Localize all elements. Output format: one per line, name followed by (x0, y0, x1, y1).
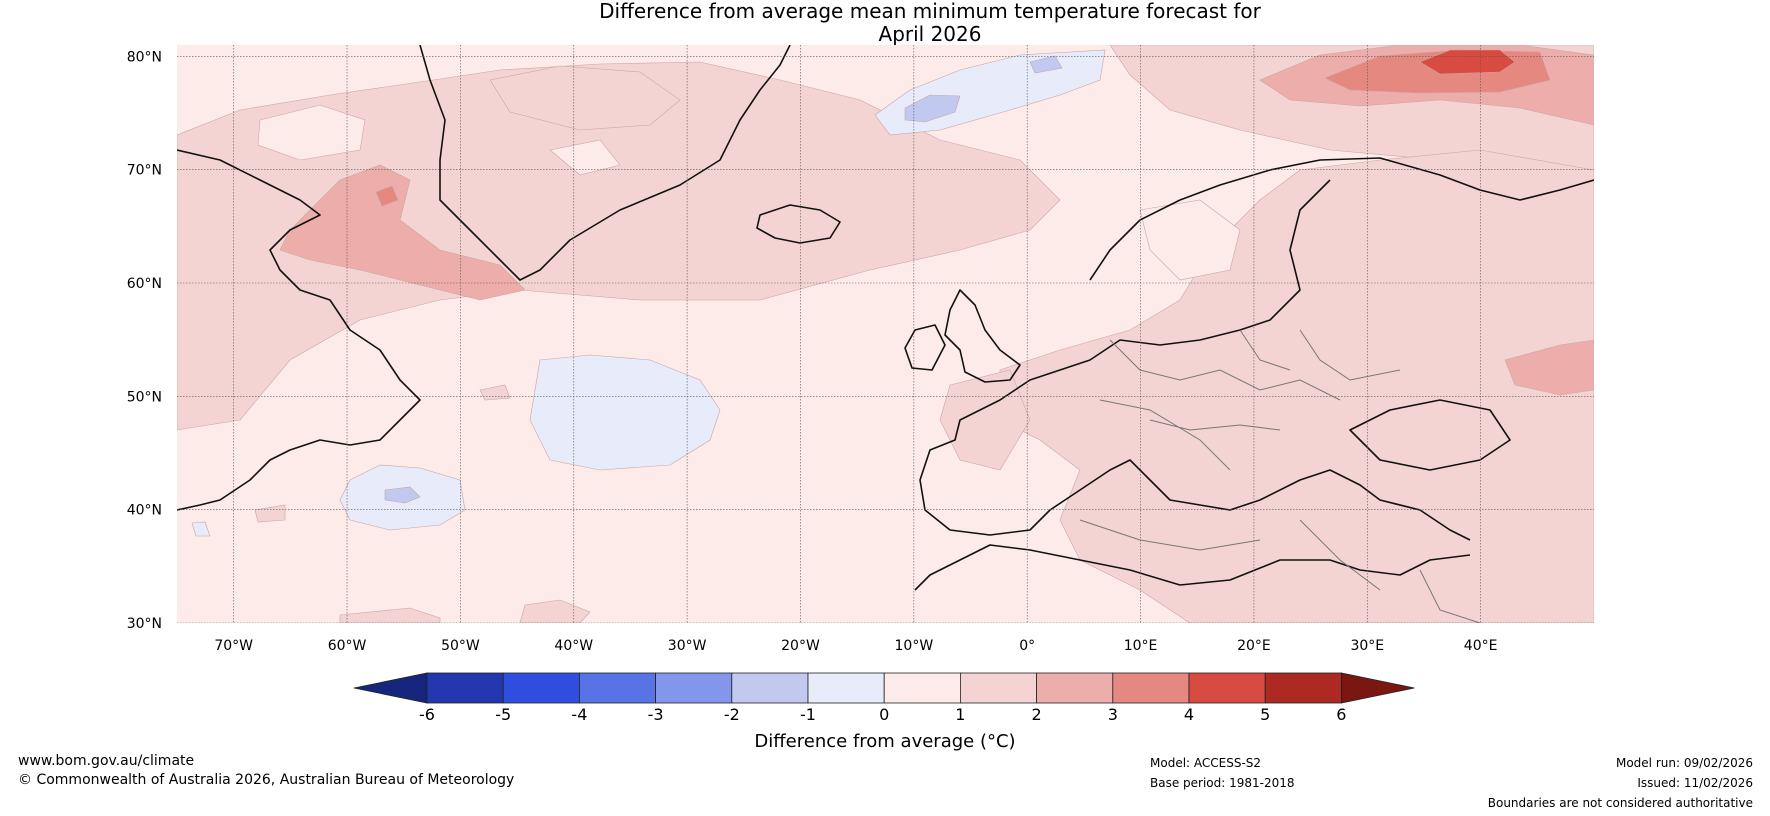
lat-tick-label: 80°N (127, 49, 162, 65)
coast-ireland (904, 324, 946, 371)
colorbar-box (1112, 672, 1190, 704)
lat-tick-label: 70°N (127, 163, 162, 179)
colorbar-tick-label: 1 (955, 705, 965, 724)
colorbar-box (579, 672, 657, 704)
country-borders (1079, 329, 1481, 623)
colorbar-label: Difference from average (°C) (754, 731, 1015, 752)
title-line-1: Difference from average mean minimum tem… (599, 0, 1261, 23)
colorbar-box (731, 672, 809, 704)
colorbar-box (1188, 672, 1266, 704)
map-title: Difference from average mean minimum tem… (0, 0, 1770, 46)
lon-tick-label: 0° (1019, 638, 1035, 654)
lon-tick-label: 20°W (781, 638, 820, 654)
colorbar-tick-label: 5 (1260, 705, 1270, 724)
colorbar-tick-label: -5 (495, 705, 511, 724)
colorbar-tick-label: -3 (648, 705, 664, 724)
coastlines (177, 45, 1594, 591)
colorbar-tick-label: -2 (724, 705, 740, 724)
latitude-labels: 80°N 70°N 60°N 50°N 40°N 30°N (127, 49, 162, 632)
anomaly-region-labrador (279, 164, 526, 301)
colorbar-extend-low (353, 672, 428, 704)
lat-tick-label: 60°N (127, 276, 162, 292)
colorbar-box (807, 672, 885, 704)
colorbar-box (960, 672, 1038, 704)
colorbar: -6 -5 -4 -3 -2 -1 0 1 2 3 4 5 6 Difference from aver… (353, 672, 1415, 752)
anomaly-region-mid-atlantic-cool (529, 354, 721, 471)
colorbar-box (1264, 672, 1342, 704)
anomaly-region-cold-spot-2 (1029, 55, 1063, 74)
coast-canada (177, 149, 421, 511)
issued-date: Issued: 11/02/2026 (1637, 776, 1753, 790)
colorbar-ticks: -6 -5 -4 -3 -2 -1 0 1 2 3 4 5 6 (419, 705, 1346, 724)
lon-tick-label: 10°W (895, 638, 934, 654)
lat-tick-label: 40°N (127, 503, 162, 519)
colorbar-tick-label: -6 (419, 705, 435, 724)
colorbar-tick-label: 4 (1184, 705, 1194, 724)
coast-black-sea (1349, 399, 1511, 471)
lon-tick-label: 20°E (1237, 638, 1271, 654)
coast-britain (944, 289, 1021, 383)
colorbar-box (426, 672, 504, 704)
lat-tick-label: 30°N (127, 616, 162, 632)
anomaly-region-atlantic-light (549, 139, 621, 176)
graticule (177, 45, 1594, 623)
lon-tick-label: 50°W (441, 638, 480, 654)
longitude-labels: 70°W 60°W 50°W 40°W 30°W 20°W 10°W 0° 10°E 20°E 30… (214, 638, 1497, 654)
anomaly-region-europe (999, 149, 1594, 623)
lon-tick-label: 60°W (328, 638, 367, 654)
disclaimer: Boundaries are not considered authoritat… (1487, 796, 1753, 810)
coast-greenland (419, 45, 791, 281)
coast-north-africa (914, 544, 1471, 591)
copyright-text: © Commonwealth of Australia 2026, Austra… (18, 772, 515, 788)
footer-model-info: Model: ACCESS-S2 Base period: 1981-2018 (1150, 753, 1295, 793)
anomaly-region-arctic-peak (1419, 49, 1516, 75)
colorbar-box (502, 672, 580, 704)
lon-tick-label: 30°E (1350, 638, 1384, 654)
anomaly-region-south-atlantic-spot-2 (339, 607, 441, 623)
footer-left: www.bom.gov.au/climate © Commonwealth of… (18, 752, 514, 790)
colorbar-boxes (353, 672, 1415, 704)
footer-run-info: Model run: 09/02/2026 Issued: 11/02/2026… (1488, 753, 1753, 813)
lon-tick-label: 40°E (1464, 638, 1498, 654)
model-name: Model: ACCESS-S2 (1150, 756, 1262, 770)
colorbar-tick-label: -4 (571, 705, 587, 724)
lon-tick-label: 30°W (668, 638, 707, 654)
coast-iceland (756, 204, 841, 244)
anomaly-region-labrador-hot (375, 185, 399, 207)
website-link[interactable]: www.bom.gov.au/climate (18, 753, 195, 769)
lat-tick-label: 50°N (127, 389, 162, 405)
colorbar-tick-label: 3 (1108, 705, 1118, 724)
colorbar-tick-label: 0 (879, 705, 889, 724)
colorbar-box (655, 672, 733, 704)
anomaly-region-scandinavia-light (1139, 199, 1241, 281)
colorbar-tick-label: 2 (1032, 705, 1042, 724)
title-line-2: April 2026 (878, 22, 982, 46)
anomaly-region-southwest-spot (254, 504, 286, 523)
forecast-map: 80°N 70°N 60°N 50°N 40°N 30°N 70°W 60°W 50°W 40°… (127, 45, 1594, 654)
anomaly-region-south-atlantic-spot (519, 599, 591, 623)
anomaly-regions (177, 45, 1594, 623)
anomaly-region-cold-spot-1 (904, 94, 961, 123)
colorbar-tick-label: 6 (1336, 705, 1346, 724)
anomaly-region-cold-spot-3 (384, 486, 421, 504)
colorbar-box (883, 672, 961, 704)
anomaly-region-atlantic-north (489, 65, 681, 131)
border-lines (1079, 329, 1481, 623)
lon-tick-label: 70°W (214, 638, 253, 654)
colorbar-box (1036, 672, 1114, 704)
lon-tick-label: 40°W (554, 638, 593, 654)
colorbar-extend-high (1341, 672, 1415, 704)
colorbar-tick-label: -1 (800, 705, 816, 724)
model-run: Model run: 09/02/2026 (1615, 756, 1753, 770)
coast-norway-europe (919, 157, 1594, 541)
base-period: Base period: 1981-2018 (1150, 776, 1295, 790)
anomaly-region-russia (1504, 339, 1594, 396)
lon-tick-label: 10°E (1124, 638, 1158, 654)
anomaly-region-greenland-light (257, 104, 366, 161)
anomaly-region-southwest-cool (191, 521, 211, 537)
